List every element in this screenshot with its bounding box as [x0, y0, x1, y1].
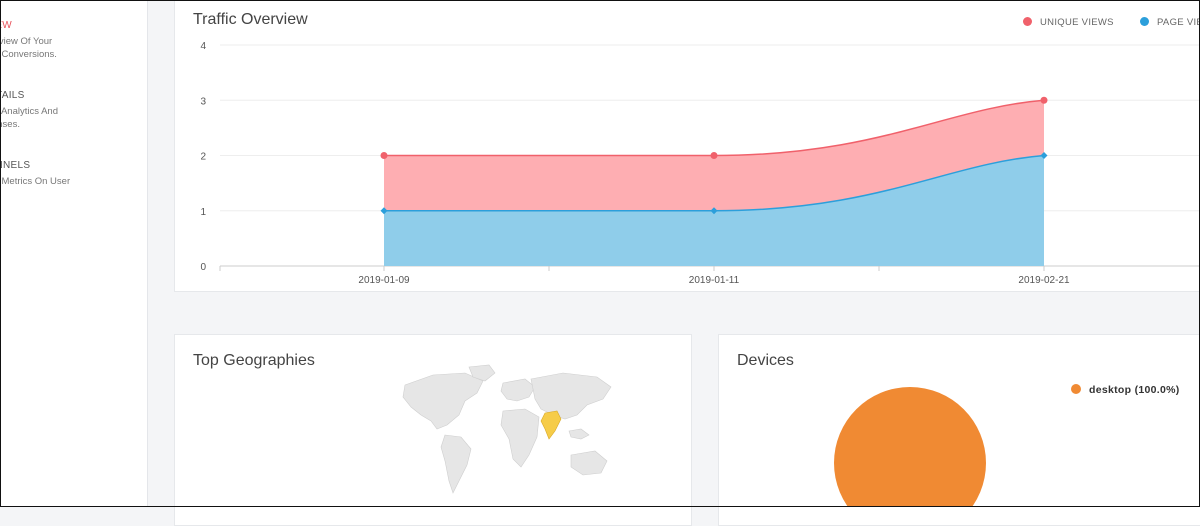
x-tick-label: 2019-01-09 [358, 275, 410, 286]
y-tick-label: 4 [200, 41, 206, 52]
y-tick-label: 1 [200, 207, 206, 218]
point-page-views[interactable] [1040, 152, 1048, 159]
devices-pie-chart [834, 387, 986, 507]
x-tick-label: 2019-01-11 [689, 275, 740, 286]
map-africa [500, 408, 540, 468]
sidebar-item-desc: Detailed Analytics And r Responses. [0, 106, 59, 130]
top-geographies-title: Top Geographies [193, 352, 315, 369]
line-unique-views [384, 99, 1045, 157]
map-australia [570, 450, 608, 476]
map-india-highlight [540, 410, 562, 440]
map-se-asia [568, 428, 590, 440]
sidebar-item-title: ER FUNNELS [0, 160, 31, 171]
x-tick-label: 2019-02-21 [1018, 275, 1070, 286]
point-unique-views[interactable] [380, 152, 388, 159]
legend-unique-views[interactable]: UNIQUE VIEWS [1023, 17, 1114, 28]
map-north-america [402, 372, 484, 430]
pie-slice-desktop[interactable] [834, 387, 986, 507]
legend-label: desktop (100.0%) [1089, 384, 1180, 396]
sidebar-item-user-funnels[interactable]: ER FUNNELS Detailed Metrics On User ws. [0, 160, 144, 201]
world-map[interactable] [385, 363, 615, 513]
map-greenland [468, 364, 496, 382]
map-europe [500, 378, 536, 402]
sidebar-item-desc: Detailed Metrics On User ws. [1, 176, 71, 187]
traffic-area-chart: 0 1 2 3 4 2019-01-09 2019-01-11 2019-02-21 [200, 41, 1200, 286]
traffic-overview-title: Traffic Overview [193, 11, 308, 28]
legend-dot-icon [1023, 17, 1032, 26]
line-page-views [384, 154, 1045, 212]
sidebar: VERVIEW An Overview Of Your tors And Con… [0, 0, 148, 507]
point-unique-views[interactable] [1040, 96, 1048, 104]
legend-label: UNIQUE VIEWS [1040, 17, 1114, 28]
map-asia [530, 372, 612, 420]
devices-legend-desktop[interactable]: desktop (100.0%) [1071, 384, 1180, 396]
legend-dot-icon [1140, 17, 1149, 26]
legend-dot-icon [1071, 384, 1081, 394]
sidebar-item-overview[interactable]: VERVIEW An Overview Of Your tors And Con… [0, 20, 144, 61]
sidebar-item-desc: An Overview Of Your tors And Conversions… [0, 36, 57, 60]
y-tick-label: 2 [200, 152, 206, 163]
point-page-views[interactable] [710, 207, 718, 215]
y-tick-label: 0 [200, 262, 206, 273]
legend-page-views[interactable]: PAGE VIE [1140, 17, 1200, 28]
sidebar-item-user-details[interactable]: ER DETAILS Detailed Analytics And r Resp… [0, 90, 144, 131]
devices-title: Devices [737, 352, 794, 369]
y-tick-label: 3 [200, 96, 206, 107]
sidebar-item-title: ER DETAILS [0, 90, 25, 101]
point-page-views[interactable] [380, 207, 388, 215]
legend-label: PAGE VIE [1157, 17, 1200, 28]
point-unique-views[interactable] [710, 152, 718, 159]
sidebar-item-title: VERVIEW [0, 20, 13, 31]
map-south-america [440, 434, 472, 494]
top-geographies-card: Top Geographies [174, 334, 692, 526]
